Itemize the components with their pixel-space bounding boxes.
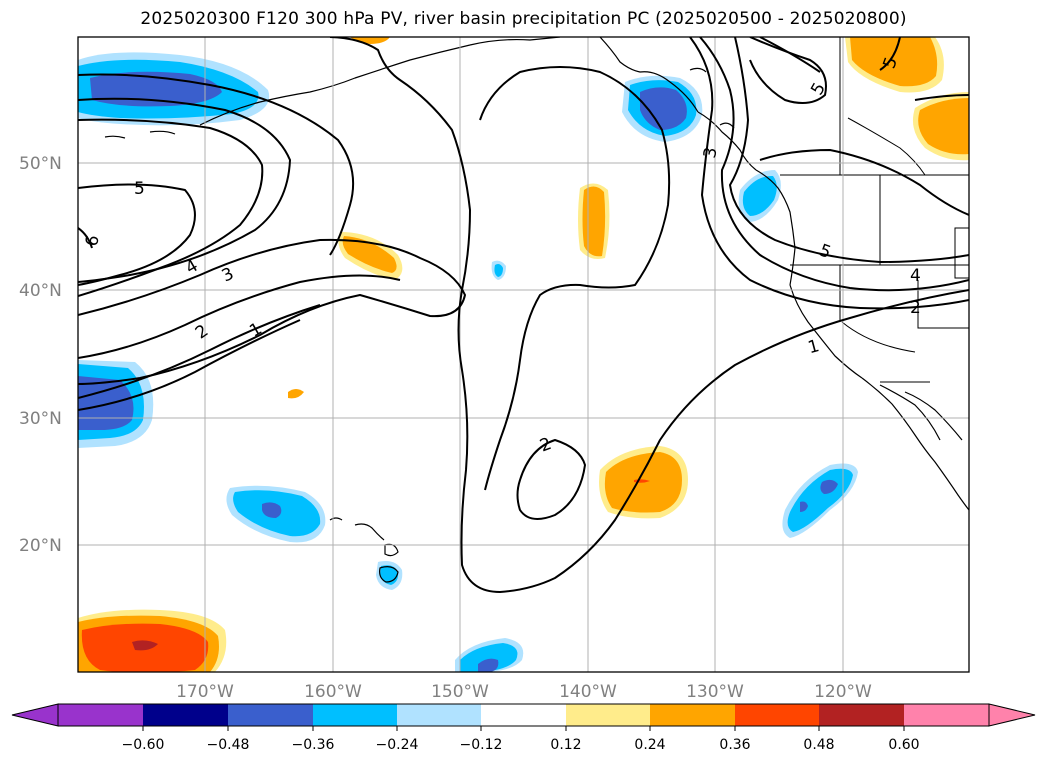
lon-label: 120°W [814,682,872,702]
colorbar-tick-label: −0.48 [207,737,250,753]
contour-label: 4 [910,266,921,286]
lon-label: 140°W [559,682,617,702]
colorbar-segment [735,704,819,726]
map-frame [77,36,970,673]
colorbar-segment [397,704,481,726]
colorbar-segment [650,704,735,726]
colorbar-segment [481,704,566,726]
colorbar: −0.60 −0.48 −0.36 −0.24 −0.12 0.12 0.24 … [11,703,1036,753]
lat-label: 40°N [19,281,62,301]
colorbar-extend-low [11,703,59,727]
colorbar-tick-label: 0.48 [803,737,834,753]
colorbar-tick-label: 0.60 [888,737,919,753]
colorbar-tick-label: −0.36 [292,737,335,753]
colorbar-segment [904,704,989,726]
colorbar-segment [228,704,313,726]
colorbar-segment [566,704,650,726]
gridlines [78,37,969,672]
colorbar-tick-label: 0.36 [719,737,750,753]
contour-label: 5 [134,179,145,199]
longitude-labels: 170°W 160°W 150°W 140°W 130°W 120°W [176,682,872,702]
lon-label: 150°W [431,682,489,702]
lat-label: 30°N [19,409,62,429]
colorbar-segment [143,704,228,726]
lon-label: 130°W [686,682,744,702]
lat-label: 20°N [19,536,62,556]
colorbar-tick-label: −0.60 [122,737,165,753]
colorbar-extend-high [988,703,1036,727]
lon-label: 160°W [304,682,362,702]
contour-label: 6 [82,234,104,248]
contour-label: 2 [910,298,921,318]
latitude-labels: 50°N 40°N 30°N 20°N [19,154,62,556]
map-content: 5 6 4 3 2 1 2 3 5 5 4 2 1 5 [78,37,969,672]
lon-label: 170°W [176,682,234,702]
colorbar-segment [313,704,397,726]
map-title: 2025020300 F120 300 hPa PV, river basin … [140,9,907,29]
colorbar-tick-label: 0.24 [634,737,665,753]
political-borders [780,37,969,383]
contour-label: 3 [700,146,722,160]
contour-label: 1 [806,336,822,358]
colorbar-segment [819,704,904,726]
lat-label: 50°N [19,154,62,174]
colorbar-segment [58,704,143,726]
colorbar-tick-label: −0.24 [376,737,419,753]
pv-contours [78,37,969,594]
colorbar-tick-label: 0.12 [550,737,581,753]
coastlines [104,37,969,583]
colorbar-tick-label: −0.12 [460,737,503,753]
